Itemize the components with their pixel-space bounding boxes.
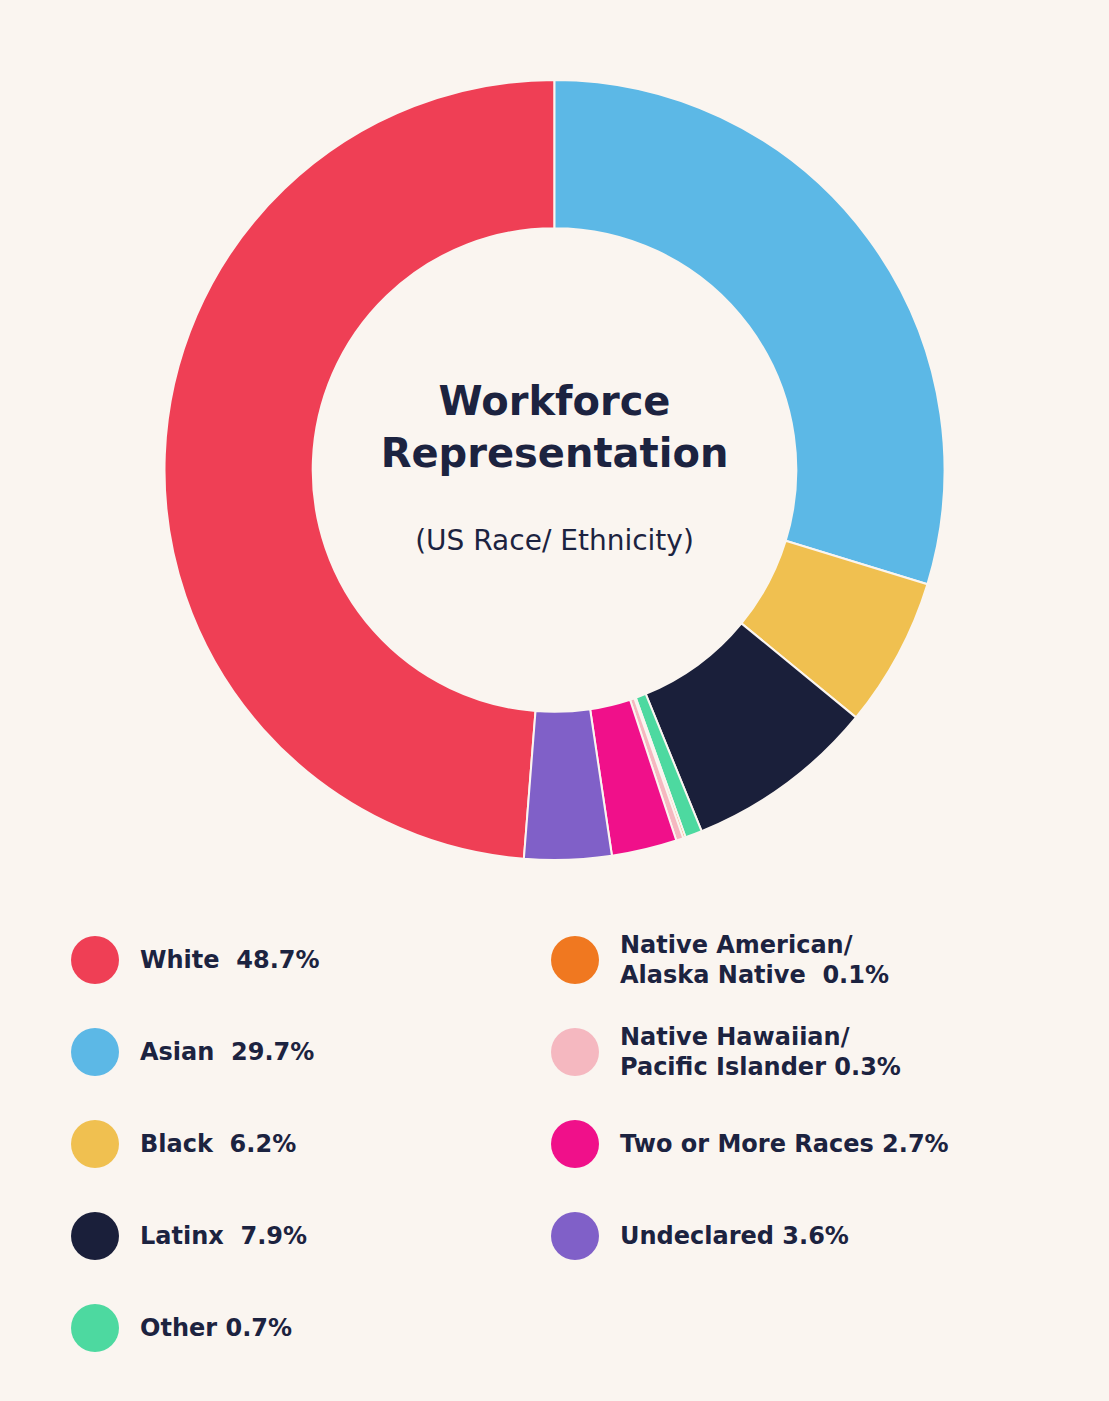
- legend-swatch: [551, 1212, 599, 1260]
- legend-swatch: [71, 1304, 119, 1352]
- legend: White 48.7% Asian 29.7% Black 6.2% Latinx 7…: [71, 931, 949, 1352]
- legend-swatch: [551, 1120, 599, 1168]
- legend-label: Native American/Alaska Native 0.1%: [620, 931, 889, 989]
- slice: [524, 709, 612, 860]
- legend-label: Native Hawaiian/Pacific Islander 0.3%: [620, 1023, 901, 1081]
- slice: [555, 80, 945, 584]
- title: WorkforceRepresentation: [381, 378, 729, 476]
- legend-label: Undeclared 3.6%: [620, 1222, 849, 1250]
- subtitle: (US Race/ Ethnicity): [415, 524, 694, 557]
- legend-label: White 48.7%: [140, 946, 320, 974]
- background: [0, 0, 1109, 1401]
- legend-swatch: [71, 1120, 119, 1168]
- legend-swatch: [551, 936, 599, 984]
- legend-swatch: [71, 936, 119, 984]
- slices: [164, 80, 944, 860]
- legend-label: Black 6.2%: [140, 1130, 296, 1158]
- legend-swatch: [551, 1028, 599, 1076]
- legend-label: Two or More Races 2.7%: [620, 1130, 949, 1158]
- legend-label: Latinx 7.9%: [140, 1222, 307, 1250]
- chart: WorkforceRepresentation (US Race/ Ethnici…: [0, 0, 1109, 1401]
- legend-swatch: [71, 1212, 119, 1260]
- legend-label: Asian 29.7%: [140, 1038, 314, 1066]
- legend-swatch: [71, 1028, 119, 1076]
- legend-label: Other 0.7%: [140, 1314, 292, 1342]
